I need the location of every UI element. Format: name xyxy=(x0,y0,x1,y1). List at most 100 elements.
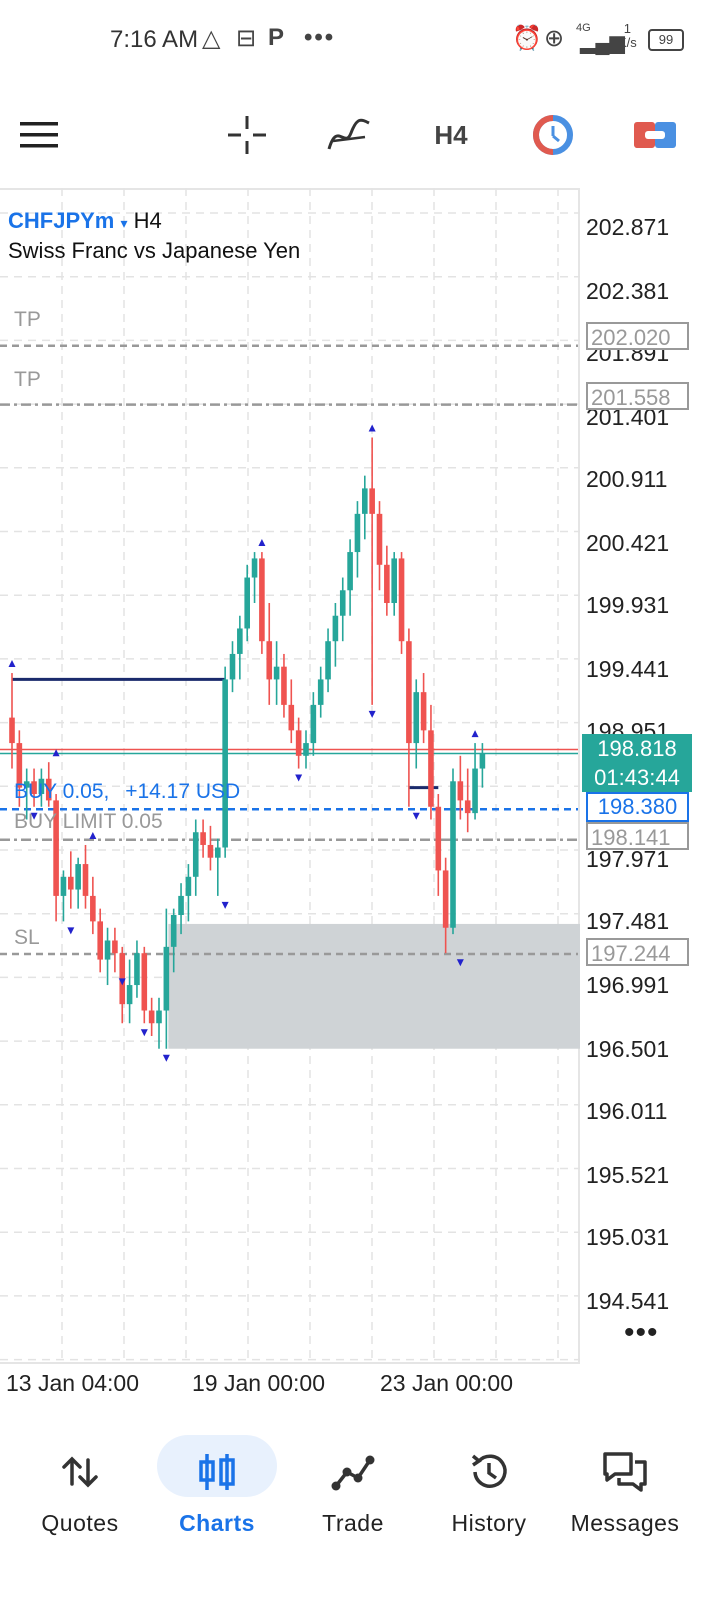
trade-icon xyxy=(634,122,676,148)
nav-trade[interactable]: Trade xyxy=(281,1420,425,1550)
candle-body xyxy=(163,946,170,1011)
sl-label[interactable]: SL xyxy=(14,926,40,949)
candle-body xyxy=(170,915,177,947)
candle-body xyxy=(347,552,353,591)
candle-body xyxy=(185,876,192,896)
fractal-down-marker xyxy=(140,1029,148,1037)
tp1-label[interactable]: TP xyxy=(14,308,41,331)
limit-order-label[interactable]: BUY LIMIT 0.05 xyxy=(14,810,163,833)
tp2-price-box[interactable]: 201.558 xyxy=(586,382,689,410)
candle-body xyxy=(126,985,133,1005)
price-tick: 194.541 xyxy=(586,1288,670,1314)
candle-body xyxy=(31,781,37,795)
candle-body xyxy=(472,768,478,814)
candle-body xyxy=(413,692,420,744)
sl-zone xyxy=(168,923,580,1049)
position-label[interactable]: BUY 0.05, +14.17 USD xyxy=(14,780,240,804)
nav-history[interactable]: History xyxy=(417,1420,561,1550)
menu-button[interactable] xyxy=(14,90,64,180)
candle-body xyxy=(339,590,346,616)
candle-body xyxy=(38,778,45,795)
nav-messages[interactable]: Messages xyxy=(553,1420,697,1550)
candle-body xyxy=(317,679,324,705)
candle-body xyxy=(295,730,302,756)
candle-body xyxy=(376,513,383,565)
menu-icon xyxy=(20,122,58,148)
fractal-down-marker xyxy=(456,959,464,967)
candle-body xyxy=(156,1010,162,1024)
crosshair-button[interactable] xyxy=(222,90,272,180)
fractal-down-marker xyxy=(67,927,75,935)
more-options-icon[interactable]: ••• xyxy=(624,1316,659,1349)
nav-charts[interactable]: Charts xyxy=(145,1420,289,1550)
position-profit: +14.17 USD xyxy=(125,780,241,803)
fractal-up-marker xyxy=(8,660,16,668)
fractal-up-marker xyxy=(89,831,97,839)
sl-price-box[interactable]: 197.244 xyxy=(586,938,689,966)
timeframe-button[interactable]: H4 xyxy=(426,90,476,180)
fractal-up-marker xyxy=(52,749,60,757)
fractal-down-marker xyxy=(30,812,38,820)
data-saver-icon: ⊕ xyxy=(544,25,565,52)
status-time: 7:16 AM xyxy=(110,26,199,53)
crosshair-icon xyxy=(228,116,266,154)
symbol-header[interactable]: CHFJPYm ▾ H4 xyxy=(8,208,162,234)
tp1-price-box[interactable]: 202.020 xyxy=(586,322,689,350)
candle-body xyxy=(90,895,96,922)
nav-history-label: History xyxy=(451,1510,527,1536)
timeframe-label: H4 xyxy=(434,119,468,150)
chart-area[interactable] xyxy=(0,188,580,1364)
candle-body xyxy=(273,666,280,680)
candle-body xyxy=(215,847,221,858)
battery-saver-icon: ⊟ xyxy=(236,25,257,52)
clock-icon xyxy=(533,115,573,155)
candle-body xyxy=(479,753,486,769)
time-label-3: 23 Jan 00:00 xyxy=(380,1370,514,1396)
candle-body xyxy=(229,653,236,680)
alarm-icon: ⏰ xyxy=(512,25,542,52)
trading-session-button[interactable] xyxy=(528,90,578,180)
candle-body xyxy=(325,641,331,680)
position-volume: BUY 0.05, xyxy=(14,780,110,803)
fractal-down-marker xyxy=(412,812,420,820)
speed-value: 1 xyxy=(623,21,632,36)
candle-body xyxy=(391,558,397,604)
symbol-dropdown-icon[interactable]: ▾ xyxy=(120,215,128,231)
candle-body xyxy=(428,730,434,807)
candle-body xyxy=(104,940,111,960)
one-click-trade-button[interactable] xyxy=(630,90,680,180)
price-tick: 196.501 xyxy=(586,1036,670,1062)
fractal-up-marker xyxy=(471,730,479,738)
candle-body xyxy=(332,615,339,642)
candle-body xyxy=(354,513,361,553)
candle-body xyxy=(362,488,368,514)
current-price: 198.818 xyxy=(597,736,677,761)
candle-body xyxy=(141,953,148,1011)
price-chart[interactable] xyxy=(0,188,580,1364)
candle-body xyxy=(464,800,471,814)
candle-body xyxy=(200,832,206,845)
symbol-name[interactable]: CHFJPYm xyxy=(8,208,115,233)
tp2-label[interactable]: TP xyxy=(14,368,41,391)
candle-body xyxy=(16,743,23,788)
price-tick: 195.031 xyxy=(586,1224,670,1250)
price-tick: 197.971 xyxy=(586,846,670,872)
candle-body xyxy=(251,558,258,578)
nav-trade-label: Trade xyxy=(322,1510,384,1536)
battery-icon: 99 xyxy=(648,29,684,51)
candle-body xyxy=(457,781,464,801)
candle-body xyxy=(435,806,442,871)
candle-body xyxy=(82,864,89,896)
limit-price-box[interactable]: 198.141 xyxy=(586,822,689,850)
charts-active-indicator xyxy=(157,1435,277,1497)
indicators-button[interactable] xyxy=(324,90,374,180)
candle-body xyxy=(207,844,214,858)
bottom-navigation: Quotes Charts Trade History Messages xyxy=(0,1420,720,1600)
nav-quotes[interactable]: Quotes xyxy=(8,1420,152,1550)
candle-body xyxy=(178,895,184,916)
current-price-box: 198.818 01:43:44 xyxy=(582,734,692,792)
candle-body xyxy=(68,876,74,890)
position-price-box[interactable]: 198.380 xyxy=(586,792,689,822)
price-tick: 195.521 xyxy=(586,1162,670,1188)
network-type: 4G xyxy=(576,22,591,34)
